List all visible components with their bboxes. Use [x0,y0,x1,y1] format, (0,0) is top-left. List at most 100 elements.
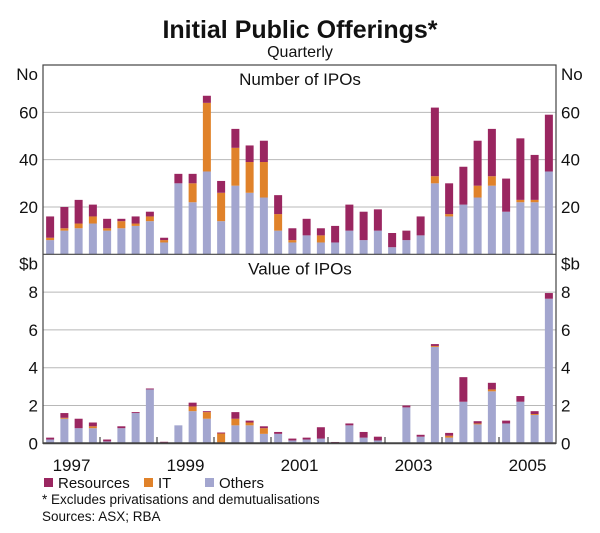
legend-swatch-resources [44,478,53,487]
bar-resources [245,145,254,163]
bar-others [373,440,382,444]
bar-resources [202,95,211,103]
bar-others [274,433,283,444]
bar-resources [302,437,311,440]
bar-others [174,183,183,255]
legend-swatch-others [205,478,214,487]
legend-label-it: IT [158,475,171,492]
bar-resources [416,434,425,437]
panel-title: Value of IPOs [248,259,352,278]
bar-it [217,433,226,443]
bar-resources [274,431,283,434]
bar-others [487,185,496,255]
bar-others [302,235,311,255]
y-tick-label: 8 [561,283,570,302]
bar-resources [473,140,482,186]
bar-resources [388,233,397,248]
sources: Sources: ASX; RBA [42,509,161,524]
bar-resources [373,209,382,231]
bar-resources [316,228,325,236]
bar-others [359,437,368,444]
x-tick-label: 2001 [281,456,319,475]
bar-resources [288,228,297,241]
bar-others [544,171,553,255]
bar-others [202,418,211,444]
bar-resources [88,422,97,427]
bar-it [288,240,297,243]
bar-resources [117,426,126,429]
bar-others [74,228,83,255]
bar-resources [516,138,525,200]
bar-it [145,216,154,222]
bar-others [459,401,468,444]
bar-others [117,428,126,444]
bar-others [231,185,240,255]
bar-resources [188,402,197,407]
bar-others [530,202,539,255]
bar-resources [74,418,83,429]
bar-others [388,247,397,255]
bar-it [74,223,83,229]
bar-resources [487,128,496,177]
bar-others [345,230,354,255]
bar-it [487,176,496,186]
legend-label-resources: Resources [58,475,130,492]
bar-it [445,435,454,438]
bar-others [530,414,539,444]
bar-others [245,425,254,444]
bar-resources [516,396,525,402]
bar-others [402,407,411,444]
bar-it [245,422,254,426]
unit-label: No [561,65,583,84]
bar-others [416,235,425,255]
bar-others [516,401,525,444]
bar-resources [131,216,140,224]
x-tick-label: 2005 [509,456,547,475]
bar-others [231,425,240,444]
bar-resources [373,436,382,441]
bar-others [274,230,283,255]
bar-resources [345,204,354,231]
panel-value: 0 0 2 2 4 4 6 6 8 8 $b $b Value of IPOs [19,254,580,453]
bar-others [88,428,97,444]
bar-it [131,223,140,226]
bar-it [202,412,211,419]
bar-resources [502,420,511,424]
bar-resources [288,438,297,441]
bar-it [160,240,169,243]
bar-others [117,228,126,255]
y-tick-label: 60 [561,103,580,122]
y-tick-label: 0 [29,434,38,453]
bar-others [416,436,425,444]
bar-others [316,438,325,444]
y-tick-label: 2 [561,397,570,416]
bar-others [445,437,454,444]
bar-others [288,242,297,255]
unit-label: $b [19,254,38,273]
bar-it [60,228,69,231]
chart-subtitle: Quarterly [267,44,333,61]
bar-resources [231,412,240,419]
bar-resources [46,216,55,238]
bar-resources [359,211,368,241]
bar-others [430,346,439,444]
x-tick-label: 2003 [395,456,433,475]
y-tick-label: 4 [29,359,38,378]
bar-others [103,230,112,255]
bar-it [88,426,97,429]
bar-others [60,230,69,255]
chart-title: Initial Public Offerings* [162,16,437,44]
bar-others [402,240,411,255]
bar-others [445,216,454,255]
bar-resources [188,173,197,184]
bar-it [530,199,539,203]
bar-resources [259,140,268,163]
bar-resources [473,421,482,424]
bar-it [202,102,211,172]
bar-resources [145,211,154,217]
bar-others [131,225,140,255]
bar-others [245,192,254,255]
bar-resources [217,180,226,193]
bar-resources [544,114,553,172]
bar-others [473,424,482,444]
